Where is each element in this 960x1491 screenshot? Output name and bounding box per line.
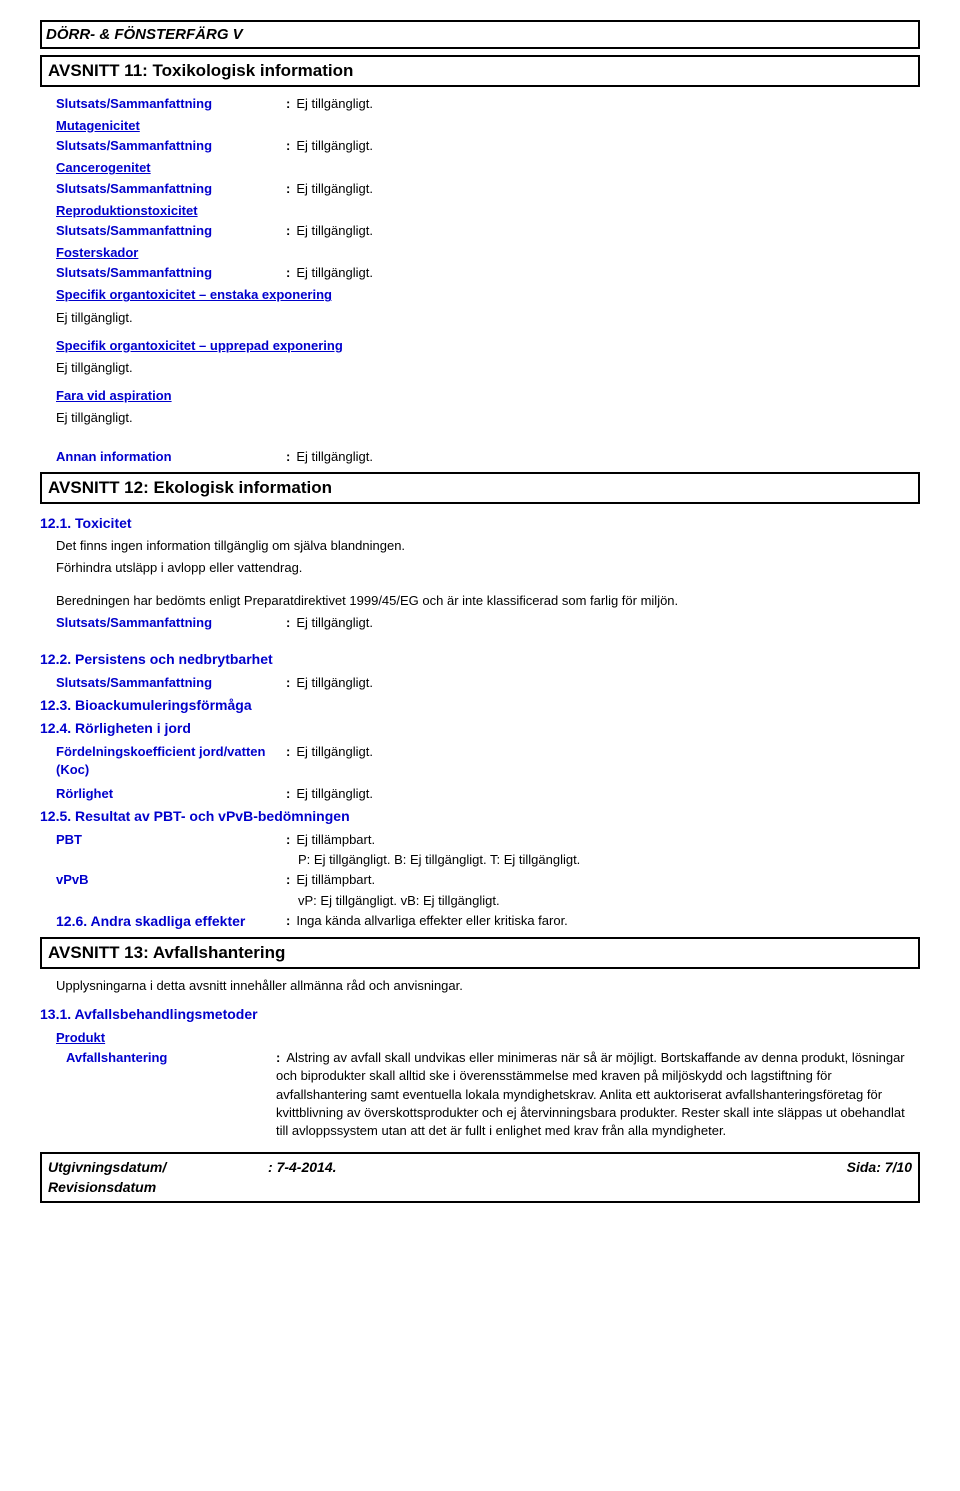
fordelning-label-text: Fördelningskoefficient jord/vatten (Koc) xyxy=(56,744,265,777)
s12-1-heading: 12.1. Toxicitet xyxy=(40,514,920,534)
colon: : xyxy=(286,138,290,153)
colon: : xyxy=(286,265,290,280)
value-na-3: Ej tillgängligt. xyxy=(296,181,373,196)
reproduktionstoxicitet-heading: Reproduktionstoxicitet xyxy=(56,202,920,220)
footer-date: 7-4-2014. xyxy=(277,1159,337,1175)
colon: : xyxy=(286,913,290,928)
s12-slutsats-2: Slutsats/Sammanfattning xyxy=(56,674,286,692)
spacer xyxy=(56,851,286,869)
cancerogenitet-heading: Cancerogenitet xyxy=(56,159,920,177)
colon: : xyxy=(286,96,290,111)
s12-3-heading: 12.3. Bioackumuleringsförmåga xyxy=(40,696,920,716)
avfallshantering-value: Alstring av avfall skall undvikas eller … xyxy=(276,1050,905,1138)
specifik-upprepad-value: Ej tillgängligt. xyxy=(56,359,920,377)
page-footer: Utgivningsdatum/Revisionsdatum : 7-4-201… xyxy=(40,1152,920,1203)
fara-aspiration-value: Ej tillgängligt. xyxy=(56,409,920,427)
colon: : xyxy=(286,449,290,464)
footer-colon: : xyxy=(268,1159,277,1175)
fordelning-value: Ej tillgängligt. xyxy=(296,744,373,759)
s13-1-heading: 13.1. Avfallsbehandlingsmetoder xyxy=(40,1005,920,1025)
vpvb-label: vPvB xyxy=(56,871,286,889)
s12-slutsats-1: Slutsats/Sammanfattning xyxy=(56,614,286,632)
colon: : xyxy=(286,786,290,801)
section-13-header: AVSNITT 13: Avfallshantering xyxy=(40,937,920,969)
pbt-label: PBT xyxy=(56,831,286,849)
pbt-line: P: Ej tillgängligt. B: Ej tillgängligt. … xyxy=(286,851,920,869)
s13-intro: Upplysningarna i detta avsnitt innehålle… xyxy=(56,977,920,995)
colon: : xyxy=(286,832,290,847)
annan-info-value: Ej tillgängligt. xyxy=(296,449,373,464)
mutagenicitet-heading: Mutagenicitet xyxy=(56,117,920,135)
colon: : xyxy=(286,181,290,196)
specifik-enstaka-value: Ej tillgängligt. xyxy=(56,309,920,327)
colon: : xyxy=(276,1050,280,1065)
document-title-box: DÖRR- & FÖNSTERFÄRG V xyxy=(40,20,920,49)
rorlighet-label: Rörlighet xyxy=(56,785,286,803)
document-title: DÖRR- & FÖNSTERFÄRG V xyxy=(46,26,243,43)
spacer xyxy=(56,892,286,910)
value-na-4: Ej tillgängligt. xyxy=(296,223,373,238)
colon: : xyxy=(286,744,290,759)
specifik-upprepad-heading: Specifik organtoxicitet – upprepad expon… xyxy=(56,337,920,355)
section-12-header: AVSNITT 12: Ekologisk information xyxy=(40,472,920,504)
s12-5-heading: 12.5. Resultat av PBT- och vPvB-bedömnin… xyxy=(40,807,920,827)
rorlighet-value: Ej tillgängligt. xyxy=(296,786,373,801)
specifik-enstaka-heading: Specifik organtoxicitet – enstaka expone… xyxy=(56,286,920,304)
section-11-title: AVSNITT 11: Toxikologisk information xyxy=(48,61,353,80)
vpvb-line: vP: Ej tillgängligt. vB: Ej tillgängligt… xyxy=(286,892,920,910)
s12-na-1: Ej tillgängligt. xyxy=(296,615,373,630)
colon: : xyxy=(286,615,290,630)
produkt-heading: Produkt xyxy=(56,1029,920,1047)
colon: : xyxy=(286,872,290,887)
colon: : xyxy=(286,223,290,238)
slutsats-label-4: Slutsats/Sammanfattning xyxy=(56,222,286,240)
value-na-1: Ej tillgängligt. xyxy=(296,96,373,111)
s12-na-2: Ej tillgängligt. xyxy=(296,675,373,690)
section-12-title: AVSNITT 12: Ekologisk information xyxy=(48,478,332,497)
s12-1-txt2: Förhindra utsläpp i avlopp eller vattend… xyxy=(56,559,920,577)
value-na-5: Ej tillgängligt. xyxy=(296,265,373,280)
fosterskador-heading: Fosterskador xyxy=(56,244,920,262)
footer-page: Sida: 7/10 xyxy=(847,1158,912,1197)
annan-info-label: Annan information xyxy=(56,448,286,466)
s12-4-heading: 12.4. Rörligheten i jord xyxy=(40,719,920,739)
slutsats-label-1: Slutsats/Sammanfattning xyxy=(56,95,286,113)
section-13-title: AVSNITT 13: Avfallshantering xyxy=(48,943,285,962)
slutsats-label-2: Slutsats/Sammanfattning xyxy=(56,137,286,155)
vpvb-value: Ej tillämpbart. xyxy=(296,872,375,887)
avfallshantering-label: Avfallshantering xyxy=(66,1049,276,1067)
s12-1-txt1: Det finns ingen information tillgänglig … xyxy=(56,537,920,555)
s12-2-heading: 12.2. Persistens och nedbrytbarhet xyxy=(40,650,920,670)
footer-label: Utgivningsdatum/Revisionsdatum xyxy=(48,1159,166,1195)
section-11-header: AVSNITT 11: Toxikologisk information xyxy=(40,55,920,87)
slutsats-label-5: Slutsats/Sammanfattning xyxy=(56,264,286,282)
colon: : xyxy=(286,675,290,690)
s12-6-label: 12.6. Andra skadliga effekter xyxy=(56,912,286,932)
fordelning-label: Fördelningskoefficient jord/vatten (Koc) xyxy=(56,743,286,779)
s12-1-txt3: Beredningen har bedömts enligt Preparatd… xyxy=(56,592,920,610)
value-na-2: Ej tillgängligt. xyxy=(296,138,373,153)
fara-aspiration-heading: Fara vid aspiration xyxy=(56,387,920,405)
pbt-value: Ej tillämpbart. xyxy=(296,832,375,847)
s12-6-value: Inga kända allvarliga effekter eller kri… xyxy=(296,913,567,928)
slutsats-label-3: Slutsats/Sammanfattning xyxy=(56,180,286,198)
